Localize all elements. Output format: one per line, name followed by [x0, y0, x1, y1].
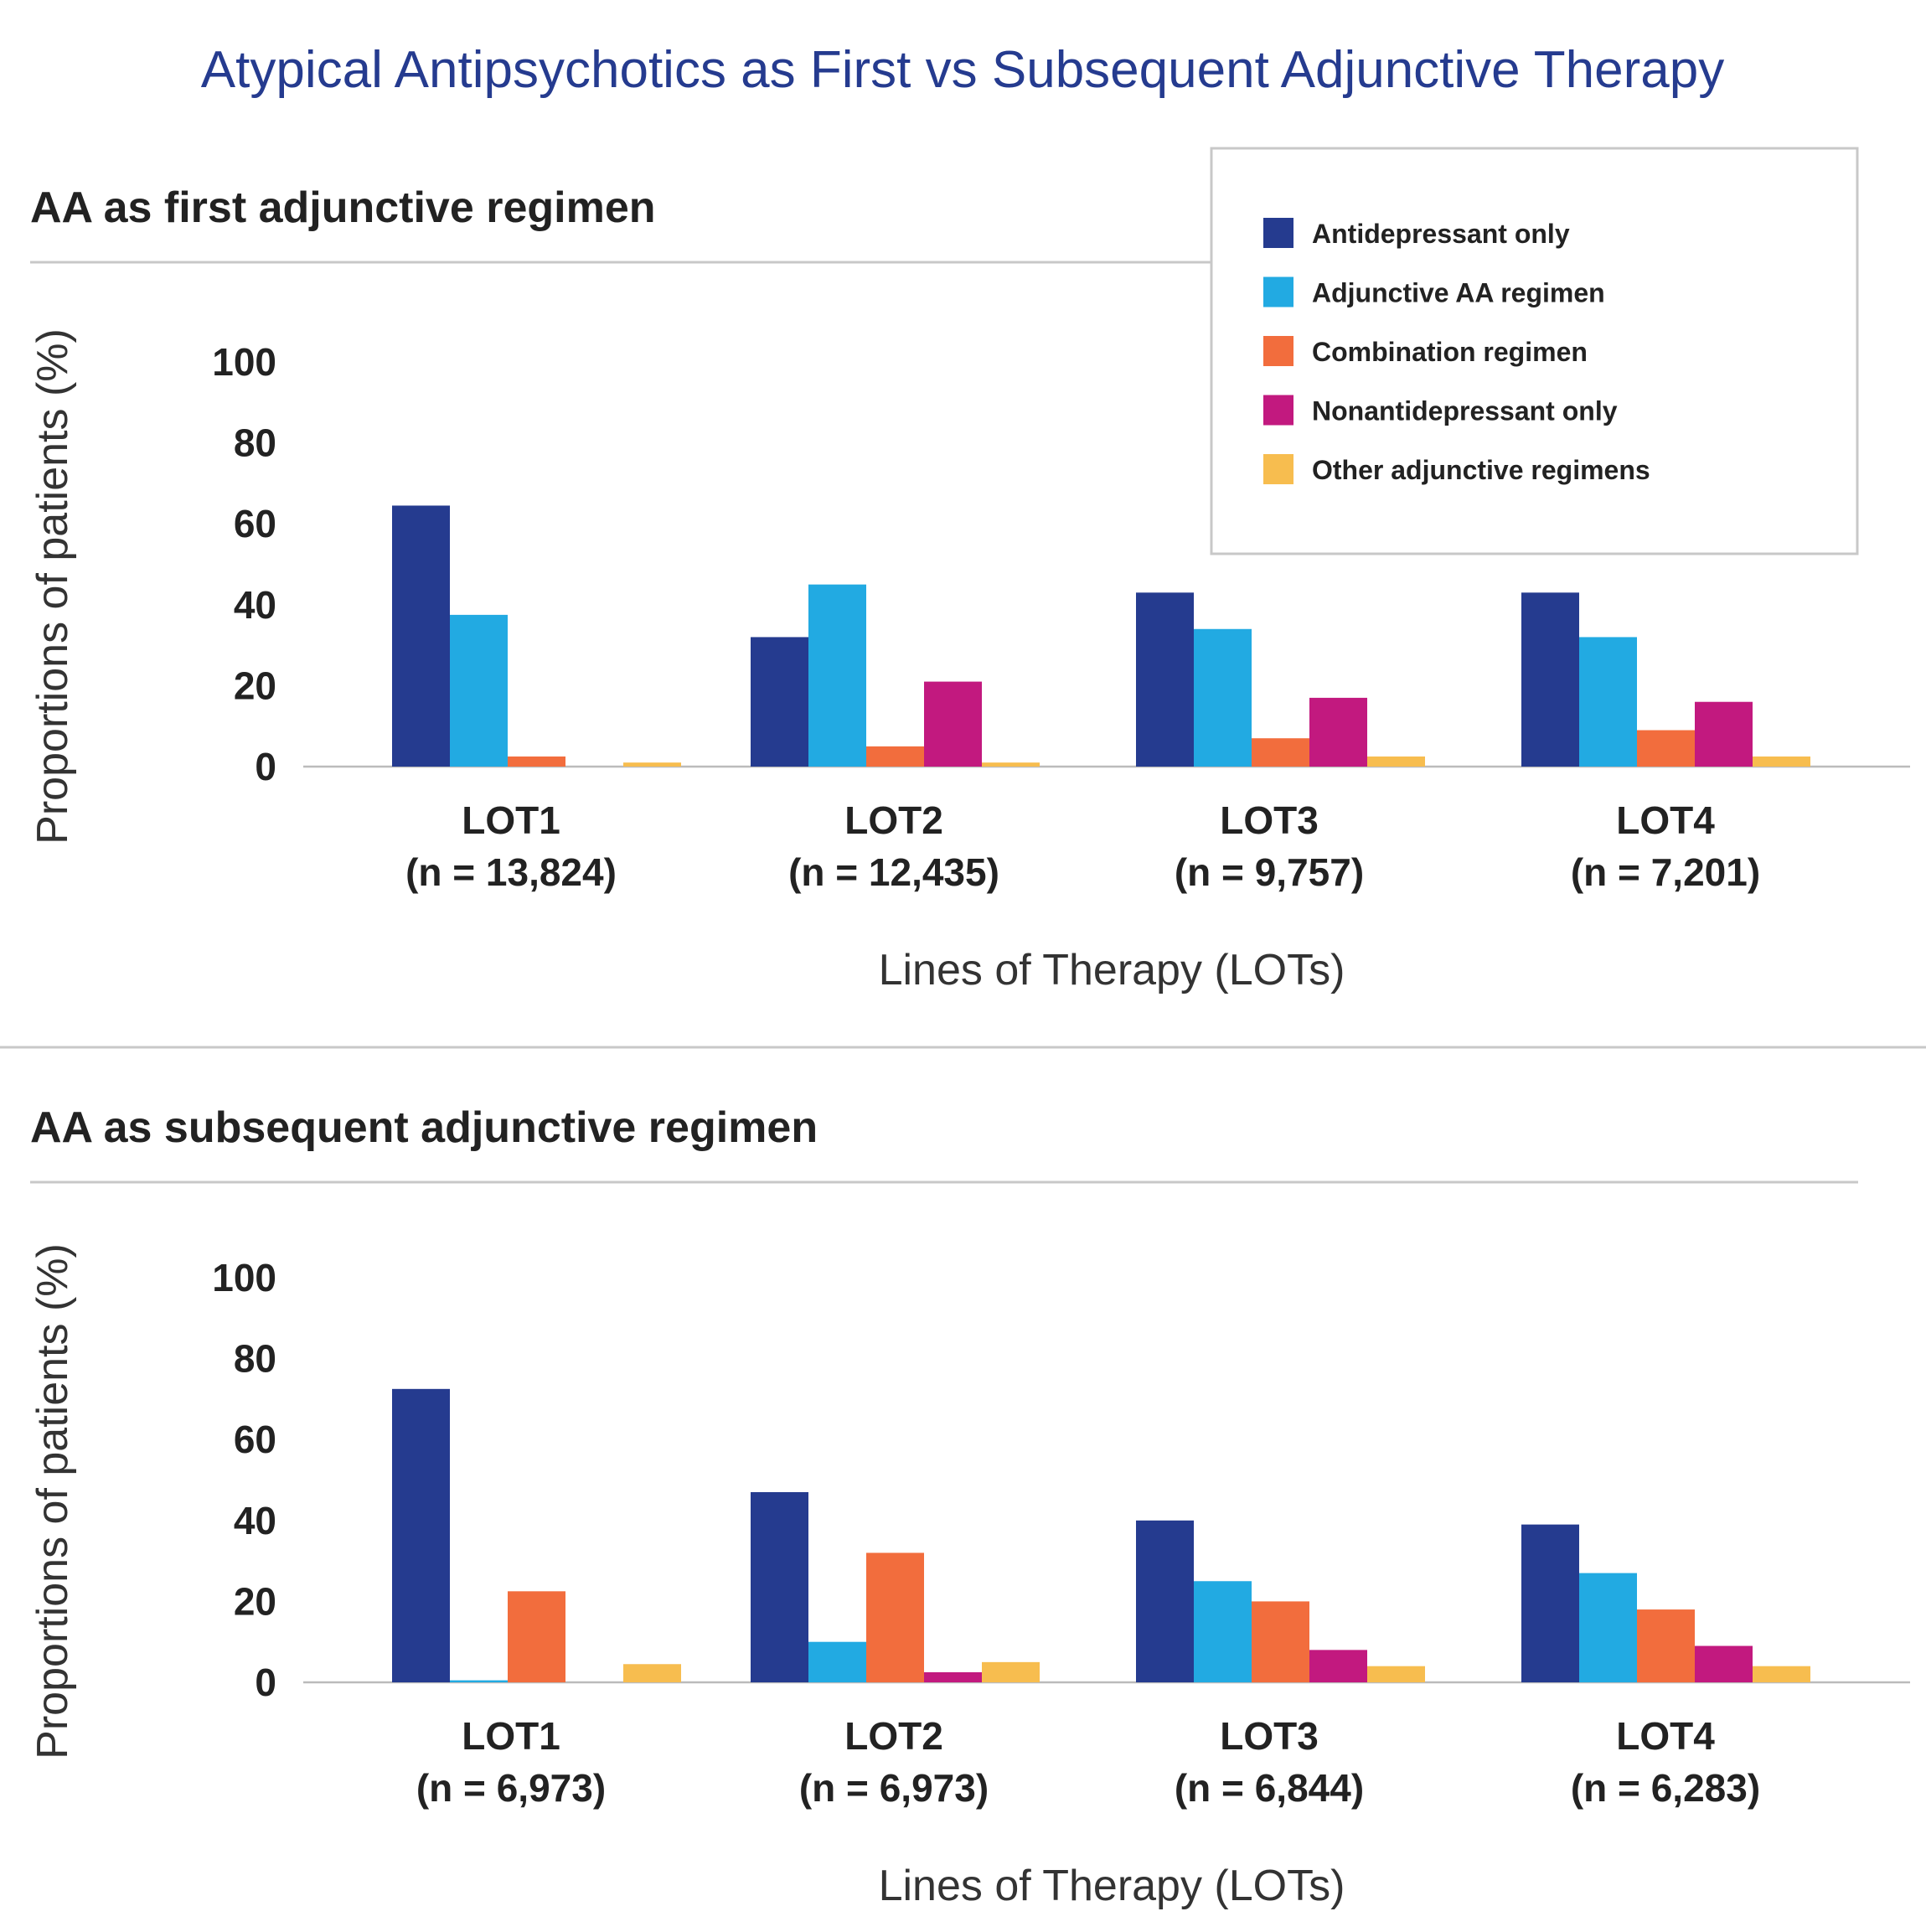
x-category-n-label: (n = 6,973): [416, 1766, 606, 1810]
legend-swatch: [1263, 454, 1293, 484]
bar: [1252, 1601, 1309, 1682]
bar: [1637, 730, 1695, 767]
panel-title: AA as subsequent adjunctive regimen: [30, 1103, 818, 1152]
y-tick-label: 80: [234, 421, 276, 465]
bar: [1521, 1524, 1579, 1682]
x-axis-label: Lines of Therapy (LOTs): [879, 946, 1345, 994]
bar: [1309, 1650, 1367, 1682]
x-category-n-label: (n = 9,757): [1175, 850, 1364, 894]
bar: [508, 1591, 565, 1682]
panel-title: AA as first adjunctive regimen: [30, 183, 656, 232]
y-tick-label: 60: [234, 1418, 276, 1461]
bar: [982, 1661, 1040, 1682]
y-tick-label: 100: [212, 340, 276, 384]
bar: [808, 1641, 866, 1682]
bar: [1637, 1609, 1695, 1682]
x-category-label: LOT3: [1220, 1714, 1319, 1758]
x-category-n-label: (n = 6,283): [1571, 1766, 1760, 1810]
bar: [982, 762, 1040, 767]
y-tick-label: 0: [255, 1661, 276, 1704]
figure-title: Atypical Antipsychotics as First vs Subs…: [201, 41, 1724, 99]
bar: [450, 614, 508, 767]
bar: [751, 637, 808, 767]
x-axis-label: Lines of Therapy (LOTs): [879, 1862, 1345, 1910]
x-category-n-label: (n = 7,201): [1571, 850, 1760, 894]
y-axis-label: Proportions of patients (%): [28, 328, 77, 845]
x-category-label: LOT2: [844, 798, 943, 842]
x-category-label: LOT2: [844, 1714, 943, 1758]
y-tick-label: 80: [234, 1337, 276, 1381]
bar: [1194, 628, 1252, 767]
bar: [623, 1664, 681, 1682]
panel-subsequent-adjunctive: AA as subsequent adjunctive regimen Propo…: [28, 1103, 1910, 1910]
legend-swatch: [1263, 395, 1293, 426]
bar: [508, 756, 565, 767]
bar: [1136, 1520, 1194, 1682]
x-category-n-label: (n = 6,844): [1175, 1766, 1364, 1810]
x-category-n-label: (n = 6,973): [799, 1766, 989, 1810]
legend-swatch: [1263, 276, 1293, 307]
bar: [1309, 697, 1367, 767]
bar: [866, 1552, 924, 1682]
bar: [924, 1671, 982, 1682]
x-category-n-label: (n = 13,824): [405, 850, 617, 894]
y-tick-label: 20: [234, 1579, 276, 1623]
legend-swatch: [1263, 218, 1293, 248]
bar: [1367, 1666, 1425, 1682]
legend-label: Nonantidepressant only: [1312, 396, 1618, 426]
legend-label: Combination regimen: [1312, 337, 1588, 367]
y-tick-label: 40: [234, 1499, 276, 1542]
bar: [1136, 592, 1194, 767]
y-tick-label: 60: [234, 502, 276, 545]
bar: [1194, 1581, 1252, 1682]
bar: [808, 584, 866, 767]
panel-first-adjunctive: AA as first adjunctive regimen Proportion…: [28, 183, 1910, 994]
bar: [450, 1680, 508, 1682]
legend-swatch: [1263, 336, 1293, 366]
bar: [623, 762, 681, 767]
bar: [751, 1491, 808, 1682]
bar: [1579, 637, 1637, 767]
x-category-label: LOT1: [462, 798, 560, 842]
y-axis-label: Proportions of patients (%): [28, 1243, 77, 1759]
y-tick-label: 100: [212, 1256, 276, 1299]
legend-label: Adjunctive AA regimen: [1312, 278, 1605, 308]
bar: [1753, 1666, 1810, 1682]
x-category-n-label: (n = 12,435): [788, 850, 999, 894]
bar: [1695, 701, 1753, 767]
y-tick-label: 40: [234, 583, 276, 627]
x-category-label: LOT4: [1616, 1714, 1715, 1758]
bar: [1252, 738, 1309, 767]
x-category-label: LOT4: [1616, 798, 1715, 842]
bar: [392, 1388, 450, 1682]
legend-label: Antidepressant only: [1312, 219, 1570, 249]
x-category-label: LOT1: [462, 1714, 560, 1758]
bar: [392, 505, 450, 767]
bar: [1367, 756, 1425, 767]
legend-label: Other adjunctive regimens: [1312, 455, 1650, 485]
bar: [1579, 1573, 1637, 1682]
legend: Antidepressant only Adjunctive AA regimen…: [1210, 147, 1859, 555]
bar: [1753, 756, 1810, 767]
legend-box: [1210, 147, 1859, 555]
bar: [1521, 592, 1579, 767]
y-tick-label: 0: [255, 745, 276, 788]
bar: [866, 746, 924, 767]
bar: [1695, 1645, 1753, 1682]
bar: [924, 681, 982, 767]
x-category-label: LOT3: [1220, 798, 1319, 842]
y-tick-label: 20: [234, 664, 276, 707]
